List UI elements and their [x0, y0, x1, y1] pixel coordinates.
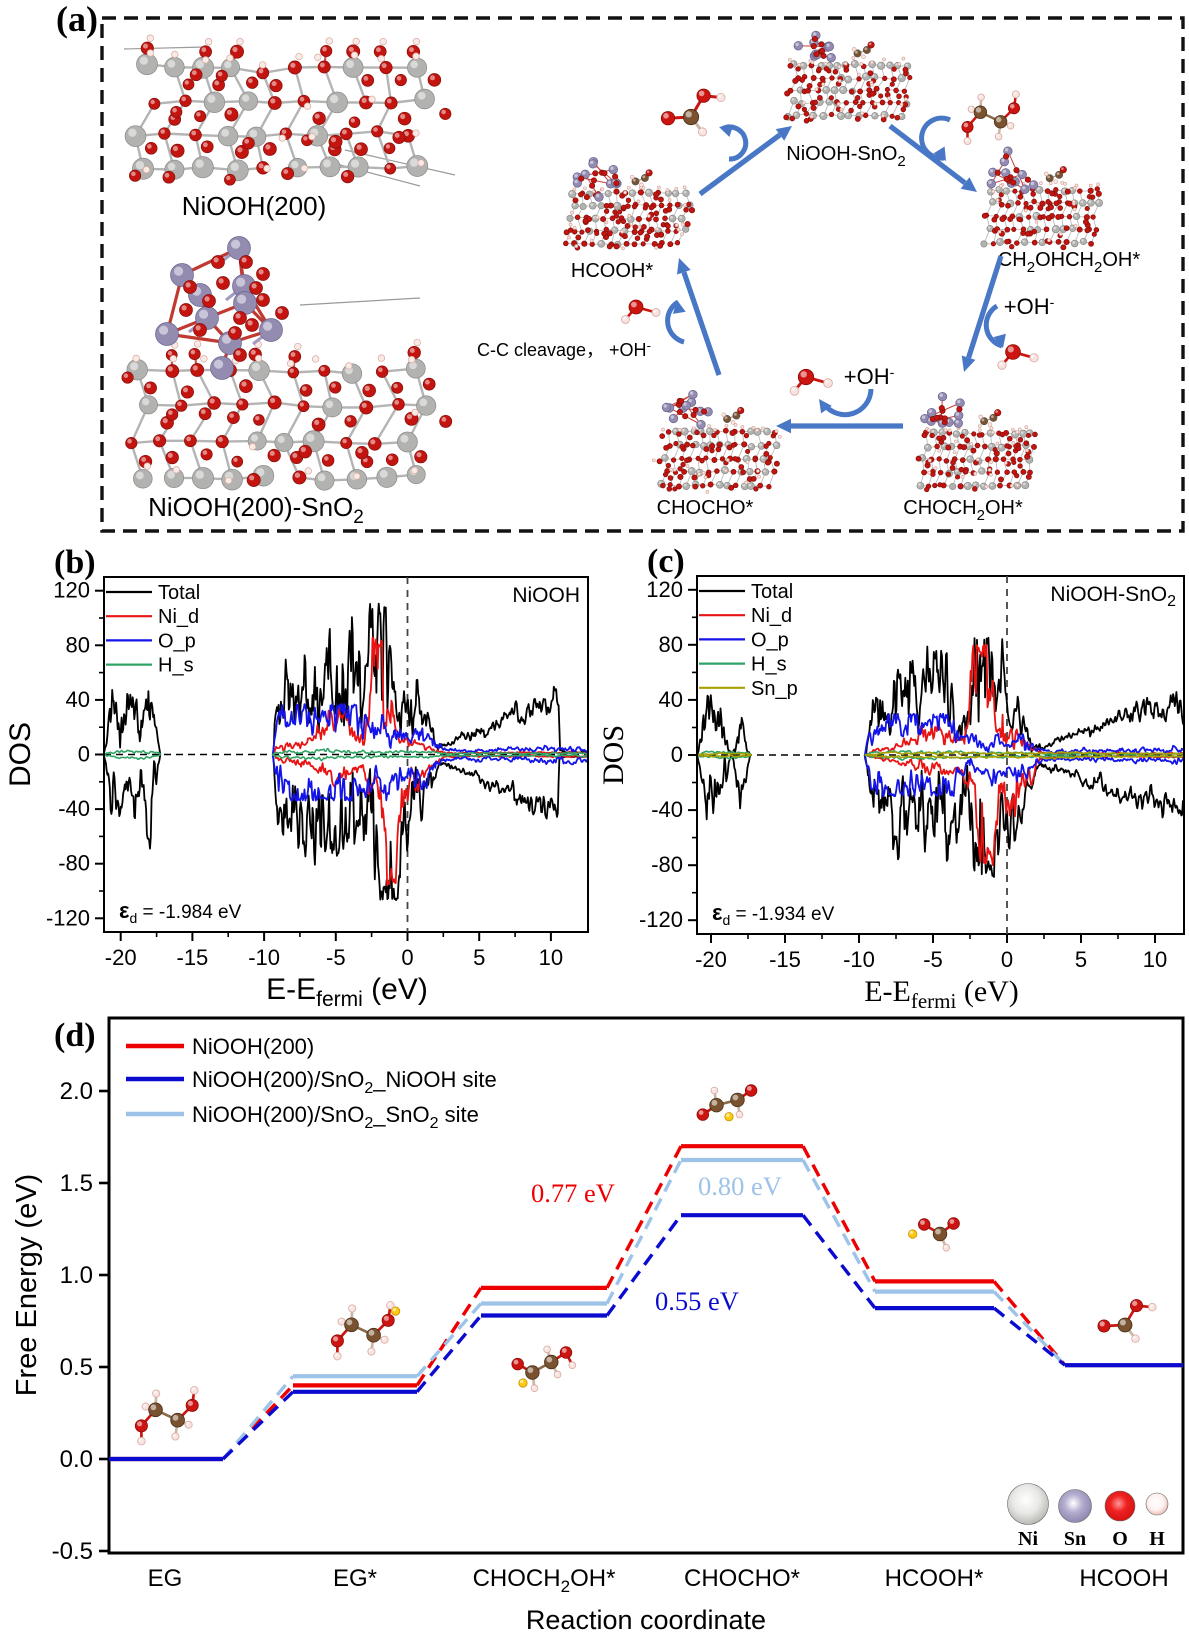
svg-text:EG: EG [148, 1565, 183, 1592]
svg-text:0.0: 0.0 [60, 1446, 93, 1473]
svg-text:0: 0 [78, 742, 90, 767]
svg-text:CHOCHO*: CHOCHO* [684, 1565, 800, 1592]
svg-text:40: 40 [66, 687, 90, 712]
svg-text:CHOCHO*: CHOCHO* [657, 497, 754, 519]
svg-text:EG*: EG* [333, 1565, 377, 1592]
svg-text:O: O [1112, 1528, 1128, 1550]
svg-text:Free Energy (eV): Free Energy (eV) [11, 1174, 43, 1396]
svg-text:40: 40 [659, 687, 683, 712]
svg-text:-20: -20 [105, 945, 137, 970]
svg-text:H: H [1149, 1528, 1165, 1550]
svg-text:80: 80 [66, 632, 90, 657]
svg-text:NiOOH(200): NiOOH(200) [182, 191, 326, 221]
svg-text:10: 10 [539, 945, 563, 970]
svg-text:2.0: 2.0 [60, 1078, 93, 1105]
svg-text:-5: -5 [326, 945, 346, 970]
svg-text:CHOCH2OH*: CHOCH2OH* [473, 1565, 616, 1596]
svg-text:-15: -15 [769, 947, 801, 972]
svg-text:O_p: O_p [158, 630, 196, 652]
svg-text:(a): (a) [56, 0, 98, 39]
svg-text:-15: -15 [177, 945, 209, 970]
svg-text:-5: -5 [923, 947, 943, 972]
svg-text:(d): (d) [54, 1017, 96, 1054]
svg-text:HCOOH*: HCOOH* [571, 260, 653, 282]
svg-text:Total: Total [751, 581, 793, 603]
svg-text:-40: -40 [58, 796, 90, 821]
svg-text:5: 5 [473, 945, 485, 970]
svg-text:C-C cleavage， +OH-: C-C cleavage， +OH- [477, 338, 651, 360]
svg-text:DOS: DOS [597, 725, 630, 785]
svg-text:Sn_p: Sn_p [751, 678, 798, 700]
svg-text:DOS: DOS [4, 722, 37, 787]
svg-text:Ni: Ni [1018, 1528, 1038, 1550]
svg-text:(b): (b) [54, 544, 96, 581]
svg-text:80: 80 [659, 632, 683, 657]
svg-text:O_p: O_p [751, 629, 789, 651]
svg-text:-120: -120 [46, 905, 90, 930]
svg-text:5: 5 [1075, 947, 1087, 972]
svg-text:NiOOH-SnO2: NiOOH-SnO2 [1050, 583, 1176, 610]
svg-text:+OH-: +OH- [844, 364, 895, 389]
svg-text:NiOOH(200): NiOOH(200) [192, 1034, 314, 1059]
svg-text:εd = -1.984 eV: εd = -1.984 eV [119, 898, 242, 926]
svg-text:-10: -10 [248, 945, 280, 970]
svg-text:1.0: 1.0 [60, 1262, 93, 1289]
svg-text:-120: -120 [639, 907, 683, 932]
svg-text:(c): (c) [647, 543, 685, 580]
svg-text:εd = -1.934 eV: εd = -1.934 eV [712, 900, 835, 928]
svg-text:10: 10 [1143, 947, 1167, 972]
svg-text:0.80 eV: 0.80 eV [698, 1171, 782, 1201]
svg-text:-20: -20 [695, 947, 727, 972]
svg-text:HCOOH*: HCOOH* [885, 1565, 984, 1592]
svg-text:Sn: Sn [1064, 1528, 1086, 1550]
svg-text:1.5: 1.5 [60, 1170, 93, 1197]
svg-text:120: 120 [53, 578, 90, 603]
svg-text:-40: -40 [651, 797, 683, 822]
svg-text:HCOOH: HCOOH [1079, 1565, 1168, 1592]
svg-text:H_s: H_s [158, 655, 194, 677]
svg-text:-10: -10 [843, 947, 875, 972]
svg-text:-0.5: -0.5 [52, 1538, 93, 1565]
svg-text:Total: Total [158, 582, 200, 604]
svg-text:-80: -80 [651, 852, 683, 877]
svg-text:H_s: H_s [751, 654, 787, 676]
svg-text:0.5: 0.5 [60, 1354, 93, 1381]
svg-text:Ni_d: Ni_d [158, 606, 199, 628]
svg-text:Ni_d: Ni_d [751, 605, 792, 627]
svg-text:NiOOH: NiOOH [512, 584, 580, 607]
svg-text:0.55 eV: 0.55 eV [655, 1286, 739, 1316]
svg-text:+OH-: +OH- [1004, 294, 1055, 319]
svg-text:Reaction coordinate: Reaction coordinate [526, 1605, 766, 1635]
svg-text:0: 0 [401, 945, 413, 970]
svg-text:0.77 eV: 0.77 eV [531, 1178, 615, 1208]
svg-text:0: 0 [1001, 947, 1013, 972]
svg-text:-80: -80 [58, 851, 90, 876]
svg-text:0: 0 [671, 742, 683, 767]
svg-text:120: 120 [646, 577, 683, 602]
